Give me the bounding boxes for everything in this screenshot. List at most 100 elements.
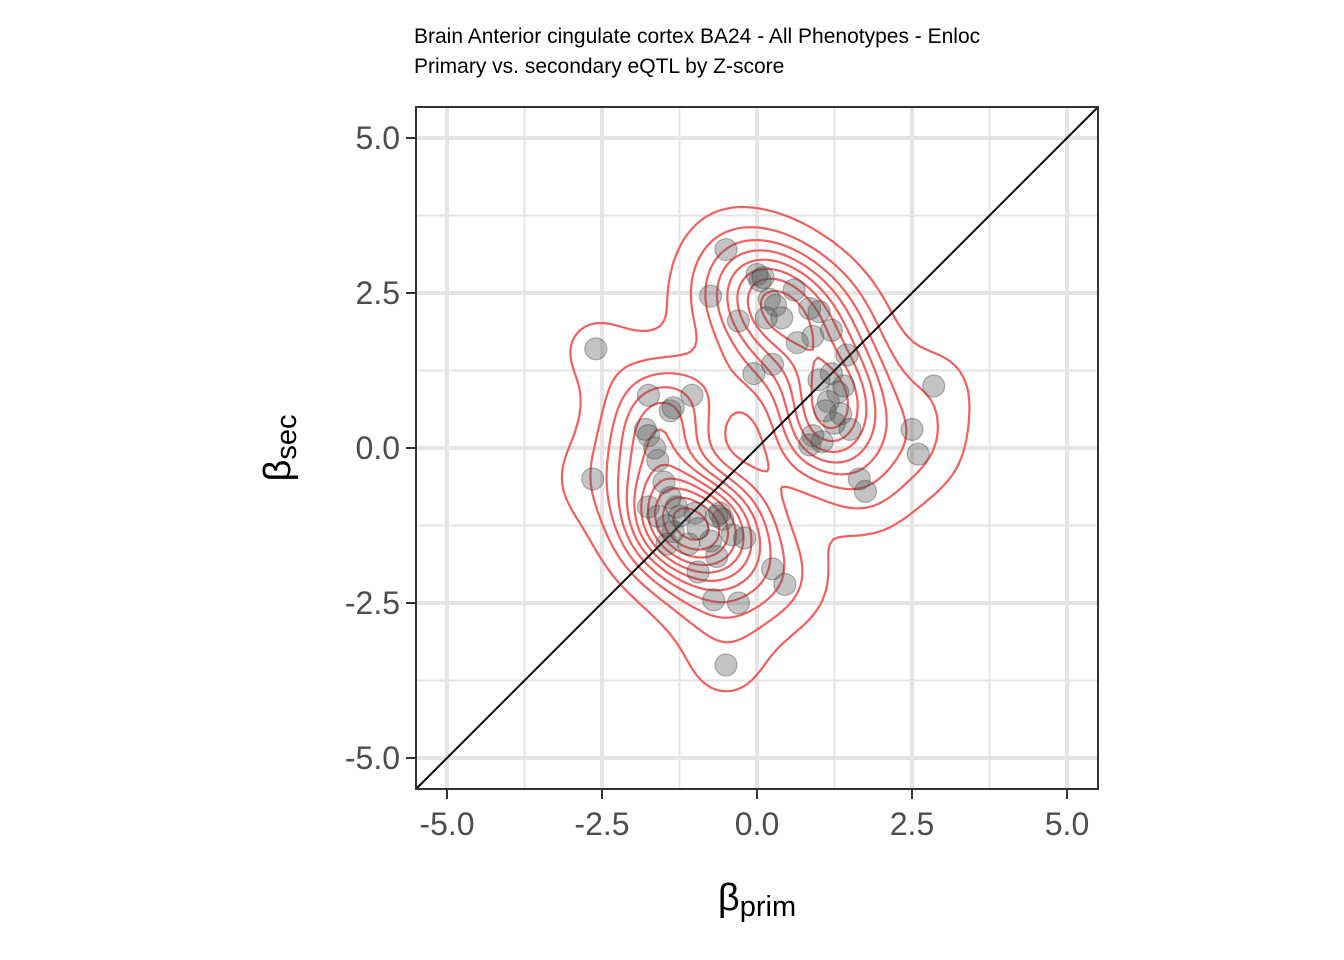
data-point <box>584 337 608 361</box>
x-axis: -5.0 -2.5 0.0 2.5 5.0 <box>419 789 1089 842</box>
data-point <box>798 433 822 457</box>
data-point <box>708 501 732 525</box>
data-point <box>655 532 679 556</box>
data-point <box>838 417 862 441</box>
y-axis-label: βsec <box>257 415 303 482</box>
data-point <box>701 588 726 612</box>
data-point <box>698 284 723 308</box>
data-point <box>636 424 661 448</box>
data-point <box>745 262 769 286</box>
chart-title: Brain Anterior cingulate cortex BA24 - A… <box>414 25 981 48</box>
data-point <box>643 436 667 460</box>
data-point <box>711 507 735 531</box>
data-point <box>810 430 834 454</box>
data-point <box>813 399 837 423</box>
data-point <box>801 324 825 348</box>
data-point <box>785 331 809 355</box>
data-point <box>819 362 844 386</box>
data-point <box>754 306 778 330</box>
data-point <box>801 424 825 448</box>
data-point <box>705 504 729 528</box>
data-point <box>832 374 856 398</box>
identity-reference-line <box>415 106 1099 790</box>
density-contour-level <box>616 249 888 604</box>
data-point <box>760 352 785 376</box>
data-point <box>807 300 831 324</box>
data-point <box>652 470 676 494</box>
density-contour-level <box>633 267 868 582</box>
data-point <box>680 383 704 407</box>
data-point <box>760 557 785 581</box>
data-point <box>763 293 788 317</box>
data-point <box>677 532 701 556</box>
data-point <box>720 523 744 547</box>
y-tick-label: 2.5 <box>356 275 400 311</box>
x-tick-label: 5.0 <box>1045 806 1089 842</box>
grid-lines <box>416 107 1098 789</box>
data-point <box>847 467 871 491</box>
density-contour-level <box>640 277 859 574</box>
data-point <box>646 504 670 528</box>
data-point <box>636 383 661 407</box>
data-point <box>782 278 806 302</box>
x-tick-label: 0.0 <box>735 806 779 842</box>
density-contour-level <box>625 258 877 592</box>
density-contour-level <box>647 289 849 567</box>
x-axis-label-subscript: prim <box>740 891 796 923</box>
y-axis-label-symbol: β <box>257 460 299 482</box>
data-point <box>714 653 738 677</box>
data-point <box>906 442 930 466</box>
data-point <box>726 309 751 333</box>
data-point <box>732 526 757 550</box>
x-tick-label: -5.0 <box>419 806 474 842</box>
chart-subtitle: Primary vs. secondary eQTL by Z-score <box>414 55 785 78</box>
data-point <box>633 417 658 441</box>
x-tick-label: -2.5 <box>574 806 629 842</box>
data-point <box>581 467 605 491</box>
x-axis-label: βprim <box>718 877 796 923</box>
y-tick-label: 0.0 <box>356 430 400 466</box>
data-point <box>835 343 859 367</box>
data-point <box>757 287 782 311</box>
data-point <box>829 402 853 426</box>
data-point <box>658 399 682 423</box>
data-point <box>819 318 844 342</box>
data-point <box>714 238 738 262</box>
data-point <box>900 417 924 441</box>
data-points <box>581 238 946 677</box>
data-point <box>922 374 946 398</box>
data-point <box>807 368 831 392</box>
data-point <box>751 265 775 290</box>
data-point <box>773 572 797 597</box>
data-point <box>655 513 679 538</box>
data-point <box>686 516 710 541</box>
data-point <box>705 544 729 569</box>
data-point <box>661 520 685 544</box>
y-axis-label-subscript: sec <box>271 415 303 460</box>
data-point <box>658 486 682 510</box>
density-contour-level <box>605 239 908 619</box>
data-point <box>853 479 878 503</box>
data-point <box>661 396 685 420</box>
x-tick-label: 2.5 <box>890 806 934 842</box>
data-point <box>636 495 661 519</box>
data-point <box>683 501 707 525</box>
density-contour-level <box>654 487 730 559</box>
density-contour-level <box>589 226 939 644</box>
data-point <box>816 389 840 414</box>
density-contour-level <box>560 205 971 693</box>
data-point <box>726 591 751 615</box>
data-point <box>686 560 710 584</box>
data-point <box>798 296 822 321</box>
data-point <box>667 504 692 528</box>
data-point <box>646 448 670 472</box>
data-point <box>822 411 847 435</box>
y-tick-label: -2.5 <box>345 585 400 621</box>
y-tick-label: 5.0 <box>356 120 400 156</box>
data-point <box>748 269 772 293</box>
x-axis-label-symbol: β <box>718 877 740 919</box>
y-axis: -5.0 -2.5 0.0 2.5 5.0 <box>345 120 416 776</box>
data-point <box>825 380 850 404</box>
data-point <box>770 306 794 330</box>
